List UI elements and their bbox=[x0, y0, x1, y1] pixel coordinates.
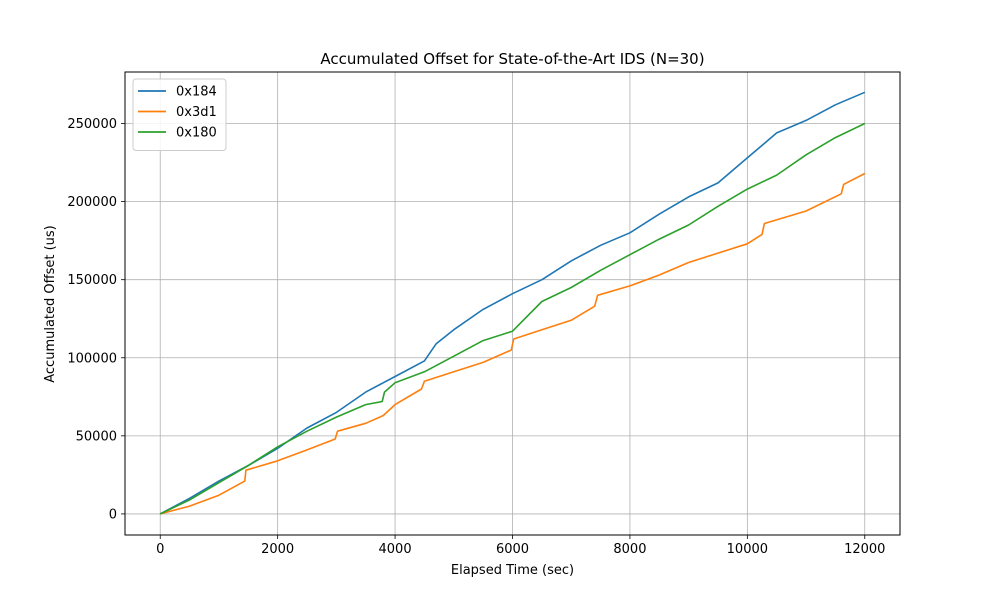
series-line-0x180 bbox=[159, 122, 866, 515]
chart-title: Accumulated Offset for State-of-the-Art … bbox=[320, 50, 704, 68]
x-tick-label: 10000 bbox=[727, 542, 768, 557]
y-axis-label: Accumulated Offset (us) bbox=[43, 225, 58, 383]
series-line-0x3d1 bbox=[159, 172, 866, 515]
y-tick-label: 50000 bbox=[76, 429, 117, 444]
y-axis-ticks: 0 50000 100000 150000 200000 250000 bbox=[67, 117, 125, 522]
x-axis-label: Elapsed Time (sec) bbox=[451, 563, 574, 578]
grid bbox=[125, 72, 900, 535]
legend: 0x184 0x3d1 0x180 bbox=[132, 78, 227, 151]
legend-label: 0x184 bbox=[176, 85, 217, 100]
y-tick-label: 0 bbox=[109, 507, 117, 522]
x-tick-label: 2000 bbox=[261, 542, 294, 557]
legend-label: 0x180 bbox=[176, 126, 217, 141]
x-tick-label: 8000 bbox=[613, 542, 646, 557]
y-tick-label: 250000 bbox=[67, 117, 117, 132]
x-tick-label: 6000 bbox=[496, 542, 529, 557]
x-axis-ticks: 0 2000 4000 6000 8000 10000 12000 bbox=[156, 535, 885, 557]
y-tick-label: 200000 bbox=[67, 195, 117, 210]
x-tick-label: 0 bbox=[156, 542, 164, 557]
legend-label: 0x3d1 bbox=[176, 105, 217, 120]
x-tick-label: 12000 bbox=[844, 542, 885, 557]
y-tick-label: 100000 bbox=[67, 351, 117, 366]
x-tick-label: 4000 bbox=[379, 542, 412, 557]
series-layer bbox=[159, 91, 866, 515]
y-tick-label: 150000 bbox=[67, 273, 117, 288]
